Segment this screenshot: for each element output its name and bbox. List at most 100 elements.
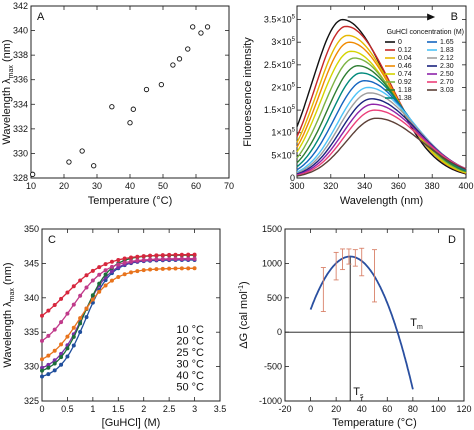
y-tick-label: 336: [13, 75, 28, 85]
data-point: [103, 283, 108, 288]
y-tick-label: 328: [13, 173, 28, 183]
legend-label: 40 °C: [176, 370, 204, 382]
y-tick-label: 1500: [262, 224, 282, 234]
x-tick-label: 3.5: [214, 404, 227, 414]
y-tick-label: 2.5×105: [264, 60, 296, 70]
x-tick-label: 30: [92, 181, 102, 191]
data-point: [46, 333, 51, 338]
x-tick-label: 2: [141, 404, 146, 414]
data-point: [52, 348, 57, 353]
panel-label: B: [451, 11, 458, 23]
legend-label: 3.03: [440, 87, 454, 94]
x-tick-label: 2.5: [163, 404, 176, 414]
y-tick-label: 0: [277, 327, 282, 337]
x-tick-label: 50: [158, 181, 168, 191]
x-tick-label: 60: [191, 181, 201, 191]
x-tick-label: 120: [456, 404, 471, 414]
x-tick-label: 320: [323, 181, 338, 191]
x-axis-label: Temperature (°C): [88, 195, 172, 207]
data-point: [46, 372, 51, 377]
data-point: [154, 257, 159, 262]
dg-curve: [309, 255, 414, 390]
data-point: [78, 293, 83, 298]
data-point: [192, 252, 197, 257]
data-point: [90, 293, 95, 298]
panel-label: A: [37, 11, 45, 23]
spectrum-line: [296, 18, 467, 175]
data-point: [190, 24, 196, 30]
y-axis-label: Wavelength λmax (nm): [1, 39, 15, 144]
x-tick-label: 400: [458, 181, 473, 191]
data-point: [52, 327, 57, 332]
y-tick-label: 0: [290, 173, 295, 183]
data-point: [116, 257, 121, 262]
spectrum-line: [296, 117, 467, 177]
legend-label: 25 °C: [176, 347, 204, 359]
data-point: [91, 163, 97, 169]
y-tick-label: -1000: [259, 396, 282, 406]
spectrum-line: [296, 109, 467, 177]
legend-label: 30 °C: [176, 359, 204, 371]
data-point: [90, 278, 95, 283]
data-point: [204, 24, 211, 30]
y-tick-label: 5×104: [271, 150, 295, 160]
data-point: [52, 302, 57, 307]
data-point: [90, 268, 95, 273]
data-point: [71, 325, 76, 330]
data-point: [103, 262, 108, 267]
data-point: [141, 257, 146, 262]
x-axis-label: Temperature (°C): [332, 417, 416, 429]
x-tick-label: 1: [90, 404, 95, 414]
data-point: [65, 311, 70, 316]
y-tick-label: 332: [13, 124, 28, 134]
y-tick-label: 330: [24, 362, 39, 372]
data-point: [97, 272, 102, 277]
data-point: [116, 274, 121, 279]
panel-b-frame: [296, 5, 467, 179]
legend-label: 0.46: [398, 63, 412, 70]
data-point: [186, 252, 191, 257]
data-point: [59, 296, 64, 301]
fit-line: [41, 254, 195, 372]
y-tick-label: -500: [264, 362, 282, 372]
x-tick-label: 60: [382, 404, 392, 414]
data-point: [71, 343, 76, 348]
y-tick-label: 1×105: [271, 128, 295, 138]
legend-label: 10 °C: [176, 324, 204, 336]
data-point: [30, 171, 36, 177]
fit-line: [41, 258, 195, 342]
x-tick-label: -20: [278, 404, 291, 414]
data-point: [109, 269, 114, 274]
x-tick-label: 340: [357, 181, 372, 191]
data-point: [185, 46, 191, 52]
data-point: [65, 290, 70, 295]
data-point: [78, 321, 83, 326]
data-point: [109, 104, 115, 110]
data-point: [167, 266, 172, 271]
data-point: [78, 278, 83, 283]
data-point: [46, 362, 51, 367]
data-point: [65, 346, 70, 351]
data-point: [71, 334, 76, 339]
legend-title: GuHCl concentration (M): [387, 29, 464, 36]
data-point: [167, 252, 172, 257]
x-tick-label: 40: [125, 181, 135, 191]
data-point: [79, 148, 85, 154]
x-axis-label: [GuHCl] (M): [102, 417, 161, 429]
x-tick-label: 0.5: [61, 404, 74, 414]
x-tick-label: 40: [357, 404, 367, 414]
legend-label: 0.12: [398, 47, 412, 54]
data-point: [158, 81, 165, 88]
data-point: [59, 362, 64, 367]
annotation-label: Tm: [410, 317, 423, 331]
x-tick-label: 1.5: [112, 404, 125, 414]
legend-label: 20 °C: [176, 336, 204, 348]
data-point: [130, 106, 136, 112]
spectrum-line: [296, 57, 467, 173]
data-point: [173, 252, 178, 257]
fit-line: [41, 267, 195, 360]
x-tick-label: 360: [391, 181, 406, 191]
data-point: [40, 368, 44, 373]
